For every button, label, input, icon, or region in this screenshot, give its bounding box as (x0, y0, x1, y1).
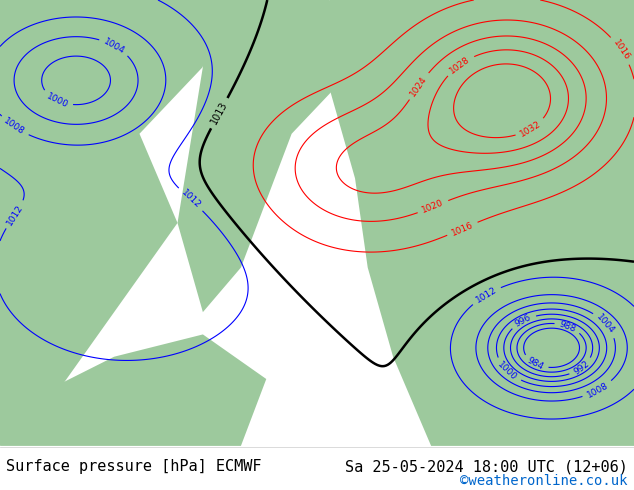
Text: 1004: 1004 (595, 313, 617, 336)
Text: 996: 996 (514, 313, 533, 329)
Text: 984: 984 (526, 356, 545, 372)
Text: 1024: 1024 (408, 74, 429, 98)
Text: 1012: 1012 (179, 188, 202, 211)
Text: ©weatheronline.co.uk: ©weatheronline.co.uk (460, 474, 628, 488)
Text: 1016: 1016 (450, 220, 475, 238)
Polygon shape (152, 0, 355, 312)
Text: Surface pressure [hPa] ECMWF: Surface pressure [hPa] ECMWF (6, 459, 262, 474)
Text: 1020: 1020 (421, 198, 445, 215)
Text: 1016: 1016 (611, 38, 631, 62)
Text: Sa 25-05-2024 18:00 UTC (12+06): Sa 25-05-2024 18:00 UTC (12+06) (345, 459, 628, 474)
Text: 1028: 1028 (448, 54, 472, 75)
Text: 992: 992 (572, 359, 591, 376)
Text: 1008: 1008 (3, 117, 27, 137)
Polygon shape (0, 334, 266, 446)
Text: 1008: 1008 (585, 381, 610, 399)
Text: 1000: 1000 (45, 92, 70, 110)
Text: 1013: 1013 (209, 100, 230, 126)
Text: 1000: 1000 (496, 360, 519, 382)
Text: 988: 988 (558, 319, 578, 334)
Text: 1012: 1012 (474, 285, 498, 305)
Polygon shape (0, 0, 203, 446)
Text: 1012: 1012 (5, 202, 25, 227)
Polygon shape (330, 0, 634, 446)
Text: 1032: 1032 (519, 119, 543, 139)
Text: 1004: 1004 (102, 36, 127, 55)
